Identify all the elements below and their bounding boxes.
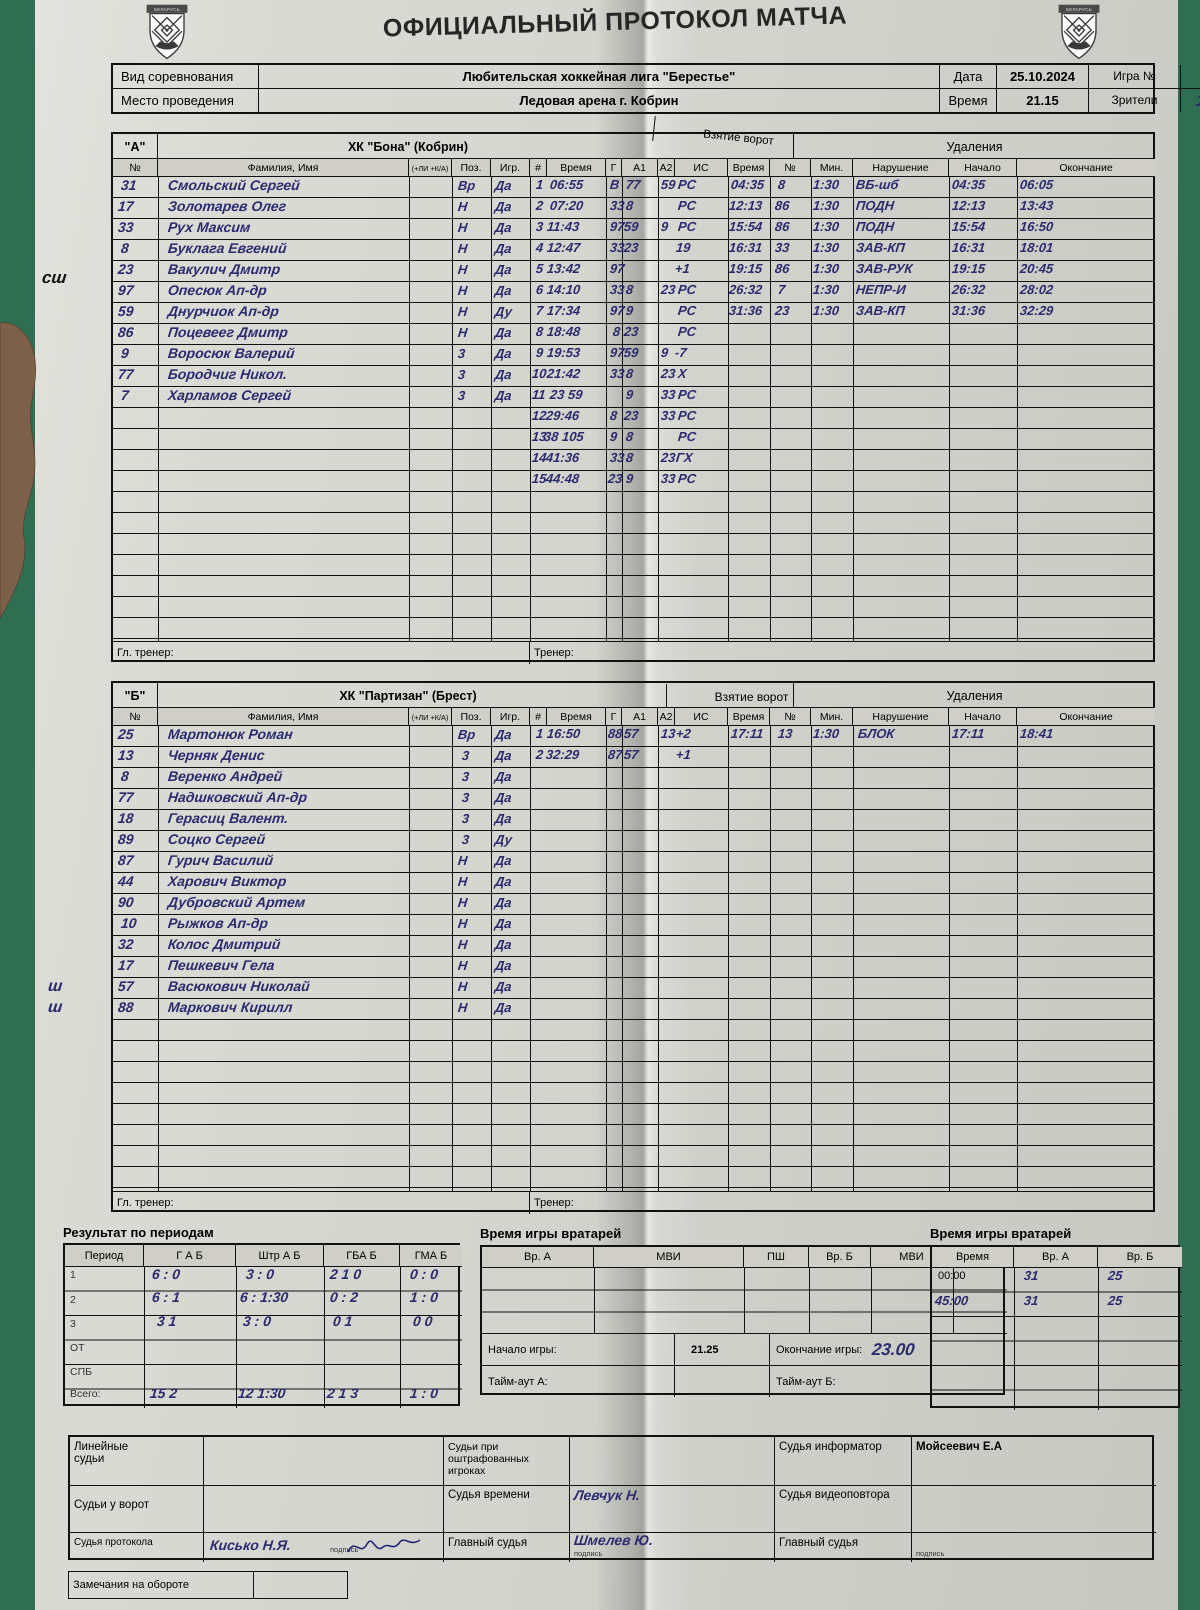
svg-text:БЕЛАРУСЬ: БЕЛАРУСЬ — [1066, 7, 1092, 13]
svg-text:БЕЛАРУСЬ: БЕЛАРУСЬ — [154, 7, 180, 13]
